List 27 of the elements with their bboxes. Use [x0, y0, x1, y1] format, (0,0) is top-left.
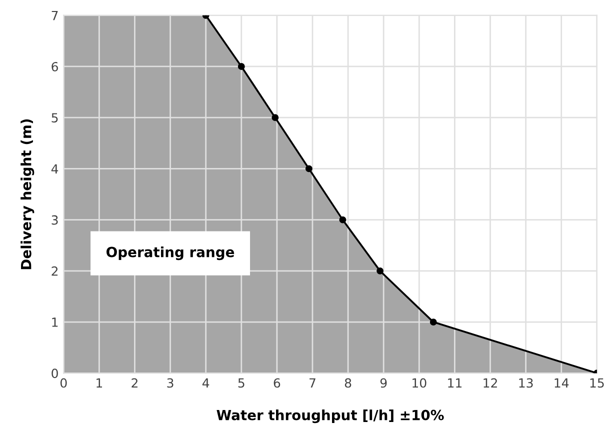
x-tick-label: 14	[554, 378, 569, 388]
x-tick-label: 9	[380, 378, 387, 388]
y-axis-title: Delivery height (m)	[20, 119, 34, 270]
y-tick-label: 2	[52, 266, 58, 276]
x-axis-title: Water throughput [l/h] ±10%	[216, 410, 444, 424]
y-tick-label: 4	[51, 164, 58, 174]
x-tick-label: 0	[60, 378, 67, 388]
y-tick-label: 7	[52, 11, 58, 20]
x-tick-label: 3	[167, 378, 174, 388]
x-tick-label: 15	[590, 378, 604, 388]
x-tick-label: 6	[274, 378, 280, 388]
x-tick-label: 2	[132, 378, 138, 388]
x-tick-label: 5	[238, 378, 244, 388]
y-tick-label: 6	[52, 62, 58, 72]
x-tick-label: 1	[96, 378, 102, 388]
y-tick-label: 3	[52, 215, 58, 225]
x-tick-label: 11	[448, 378, 462, 388]
annotation: Operating range	[106, 246, 234, 260]
x-tick-label: 8	[344, 378, 352, 388]
x-tick-label: 12	[484, 378, 497, 388]
y-tick-label: 1	[52, 318, 58, 327]
x-tick-label: 10	[412, 378, 426, 388]
y-tick-label: 0	[52, 368, 58, 378]
y-tick-label: 5	[52, 113, 58, 123]
x-tick-label: 7	[310, 378, 316, 388]
x-tick-label: 4	[202, 378, 210, 388]
x-tick-label: 13	[519, 378, 533, 388]
